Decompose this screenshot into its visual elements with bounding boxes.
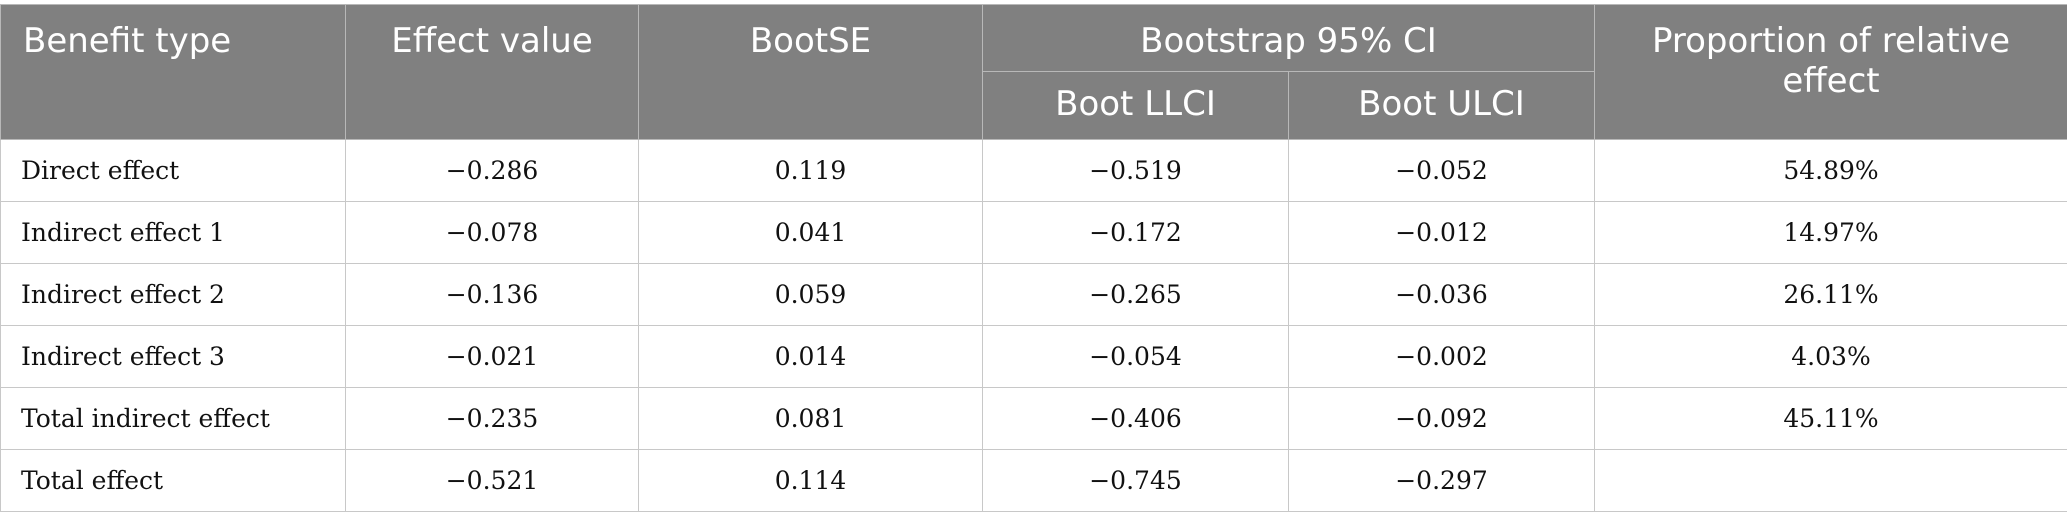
cell-proportion: 14.97% [1594,201,2067,264]
cell-boot-se: 0.059 [638,263,983,326]
table-row: Total effect −0.521 0.114 −0.745 −0.297 [0,449,2067,512]
header-proportion: Proportion of relative effect [1594,4,2067,140]
mediation-effects-table: Benefit type Effect value BootSE Bootstr… [0,4,2067,512]
table-row: Indirect effect 1 −0.078 0.041 −0.172 −0… [0,201,2067,264]
cell-boot-ulci: −0.092 [1288,387,1595,450]
cell-proportion: 45.11% [1594,387,2067,450]
cell-boot-ulci: −0.012 [1288,201,1595,264]
cell-boot-llci: −0.054 [982,325,1289,388]
table-body: Direct effect −0.286 0.119 −0.519 −0.052… [0,139,2067,512]
cell-effect-value: −0.521 [345,449,639,512]
cell-boot-se: 0.014 [638,325,983,388]
cell-proportion: 4.03% [1594,325,2067,388]
cell-effect-value: −0.286 [345,139,639,202]
cell-boot-se: 0.041 [638,201,983,264]
header-benefit-type: Benefit type [0,4,346,140]
cell-benefit-type: Total effect [0,449,346,512]
table-row: Indirect effect 3 −0.021 0.014 −0.054 −0… [0,325,2067,388]
cell-proportion: 54.89% [1594,139,2067,202]
header-boot-llci: Boot LLCI [982,71,1289,140]
cell-benefit-type: Indirect effect 2 [0,263,346,326]
cell-proportion [1594,449,2067,512]
cell-boot-llci: −0.265 [982,263,1289,326]
cell-boot-llci: −0.519 [982,139,1289,202]
cell-effect-value: −0.136 [345,263,639,326]
cell-benefit-type: Total indirect effect [0,387,346,450]
table-row: Total indirect effect −0.235 0.081 −0.40… [0,387,2067,450]
cell-benefit-type: Indirect effect 3 [0,325,346,388]
header-effect-value: Effect value [345,4,639,140]
cell-boot-se: 0.114 [638,449,983,512]
cell-boot-se: 0.119 [638,139,983,202]
cell-boot-llci: −0.172 [982,201,1289,264]
cell-boot-ulci: −0.297 [1288,449,1595,512]
cell-boot-ulci: −0.036 [1288,263,1595,326]
cell-benefit-type: Direct effect [0,139,346,202]
table-row: Direct effect −0.286 0.119 −0.519 −0.052… [0,139,2067,202]
header-bootstrap-ci: Bootstrap 95% CI [982,4,1595,72]
cell-effect-value: −0.235 [345,387,639,450]
cell-boot-se: 0.081 [638,387,983,450]
header-boot-ulci: Boot ULCI [1288,71,1595,140]
header-boot-se: BootSE [638,4,983,140]
table-header: Benefit type Effect value BootSE Bootstr… [0,4,2067,140]
header-row-1: Benefit type Effect value BootSE Bootstr… [0,4,2067,140]
table-row: Indirect effect 2 −0.136 0.059 −0.265 −0… [0,263,2067,326]
cell-benefit-type: Indirect effect 1 [0,201,346,264]
header-row-2: Boot LLCI Boot ULCI [1,71,2067,140]
cell-effect-value: −0.021 [345,325,639,388]
cell-boot-llci: −0.745 [982,449,1289,512]
cell-boot-ulci: −0.002 [1288,325,1595,388]
cell-boot-ulci: −0.052 [1288,139,1595,202]
cell-effect-value: −0.078 [345,201,639,264]
cell-proportion: 26.11% [1594,263,2067,326]
cell-boot-llci: −0.406 [982,387,1289,450]
